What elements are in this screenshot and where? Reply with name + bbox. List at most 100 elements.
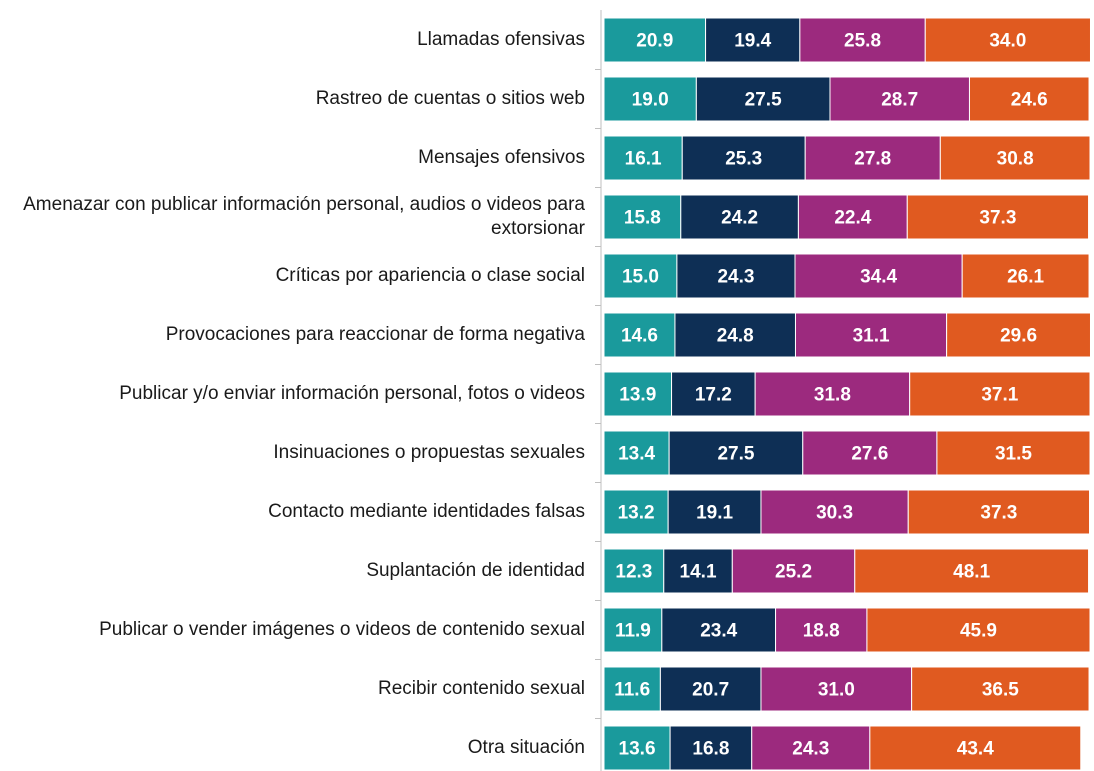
- value-label: 20.7: [692, 680, 729, 701]
- category-label: Suplantación de identidad: [366, 560, 585, 581]
- bar-segment: [794, 312, 948, 358]
- bar-segment: [869, 725, 1082, 771]
- category-label: Publicar o vender imágenes o videos de c…: [99, 619, 585, 640]
- value-label: 18.8: [803, 621, 840, 642]
- value-label: 13.9: [619, 385, 656, 406]
- bar-segment: [760, 666, 913, 712]
- bar-segment: [907, 489, 1091, 535]
- value-label: 25.8: [844, 31, 881, 52]
- value-label: 17.2: [695, 385, 732, 406]
- bar-segment: [924, 17, 1091, 63]
- bar-segment: [674, 312, 796, 358]
- bar-segment: [663, 548, 733, 594]
- bar-segment: [866, 607, 1091, 653]
- value-label: 37.3: [980, 503, 1017, 524]
- value-label: 26.1: [1007, 267, 1044, 288]
- value-label: 12.3: [615, 562, 652, 583]
- value-label: 34.4: [860, 267, 897, 288]
- bar-segment: [603, 666, 661, 712]
- value-label: 24.2: [721, 208, 758, 229]
- bar-segment: [603, 194, 682, 240]
- bar-segment: [659, 666, 762, 712]
- bar-segment: [794, 253, 963, 299]
- value-label: 31.0: [818, 680, 855, 701]
- bar-segment: [680, 194, 799, 240]
- bar-segment: [909, 371, 1091, 417]
- bar-segment: [829, 76, 970, 122]
- bar-segment: [603, 312, 676, 358]
- category-label: Recibir contenido sexual: [377, 678, 585, 699]
- bar-segment: [797, 194, 908, 240]
- bar-segment: [681, 135, 806, 181]
- bar-segment: [603, 548, 665, 594]
- category-label: Rastreo de cuentas o sitios web: [315, 88, 585, 109]
- value-label: 27.5: [745, 90, 782, 111]
- category-label: Publicar y/o enviar información personal…: [119, 383, 585, 404]
- value-label: 43.4: [957, 739, 994, 760]
- value-label: 13.2: [618, 503, 655, 524]
- category-label: Insinuaciones o propuestas sexuales: [273, 442, 585, 463]
- category-label: Contacto mediante identidades falsas: [268, 501, 585, 522]
- bar-segment: [695, 76, 831, 122]
- value-label: 45.9: [960, 621, 997, 642]
- value-label: 13.6: [619, 739, 656, 760]
- value-label: 31.5: [995, 444, 1032, 465]
- value-label: 24.8: [717, 326, 754, 347]
- bar-segment: [854, 548, 1090, 594]
- value-label: 19.0: [632, 90, 669, 111]
- bar-segment: [802, 430, 938, 476]
- bar-segment: [936, 430, 1091, 476]
- value-label: 23.4: [700, 621, 737, 642]
- bar-segment: [760, 489, 909, 535]
- category-label: Críticas por apariencia o clase social: [275, 265, 585, 286]
- bar-segment: [754, 371, 911, 417]
- bar-segment: [603, 607, 663, 653]
- value-label: 27.8: [854, 149, 891, 170]
- value-label: 28.7: [881, 90, 918, 111]
- bar-segment: [705, 17, 801, 63]
- value-label: 30.8: [997, 149, 1034, 170]
- value-label: 24.3: [717, 267, 754, 288]
- category-label: Mensajes ofensivos: [418, 147, 585, 168]
- value-label: 24.3: [792, 739, 829, 760]
- category-label: Amenazar con publicar información person…: [23, 194, 585, 239]
- value-label: 25.2: [775, 562, 812, 583]
- value-label: 16.8: [692, 739, 729, 760]
- bar-segment: [603, 135, 683, 181]
- value-label: 30.3: [816, 503, 853, 524]
- value-label: 16.1: [625, 149, 662, 170]
- bar-segment: [661, 607, 777, 653]
- category-label: Llamadas ofensivas: [417, 29, 585, 50]
- bar-segment: [671, 371, 756, 417]
- bar-segment: [939, 135, 1091, 181]
- bar-segment: [968, 76, 1090, 122]
- value-label: 37.1: [981, 385, 1018, 406]
- bar-segment: [668, 430, 804, 476]
- value-label: 24.6: [1011, 90, 1048, 111]
- bar-segment: [775, 607, 868, 653]
- bar-segment: [676, 253, 796, 299]
- bar-segment: [603, 371, 673, 417]
- bar-segment: [911, 666, 1090, 712]
- value-label: 15.0: [622, 267, 659, 288]
- value-label: 25.3: [725, 149, 762, 170]
- value-label: 34.0: [989, 31, 1026, 52]
- bar-segment: [603, 430, 670, 476]
- value-label: 14.6: [621, 326, 658, 347]
- value-label: 27.5: [717, 444, 754, 465]
- value-label: 15.8: [624, 208, 661, 229]
- value-label: 11.6: [614, 680, 650, 701]
- value-label: 36.5: [982, 680, 1019, 701]
- bar-segment: [799, 17, 926, 63]
- value-label: 19.1: [696, 503, 733, 524]
- value-label: 13.4: [618, 444, 655, 465]
- bar-segment: [731, 548, 856, 594]
- bar-segment: [751, 725, 871, 771]
- bar-segment: [961, 253, 1090, 299]
- value-label: 31.1: [853, 326, 890, 347]
- value-label: 19.4: [734, 31, 771, 52]
- value-label: 37.3: [979, 208, 1016, 229]
- value-label: 31.8: [814, 385, 851, 406]
